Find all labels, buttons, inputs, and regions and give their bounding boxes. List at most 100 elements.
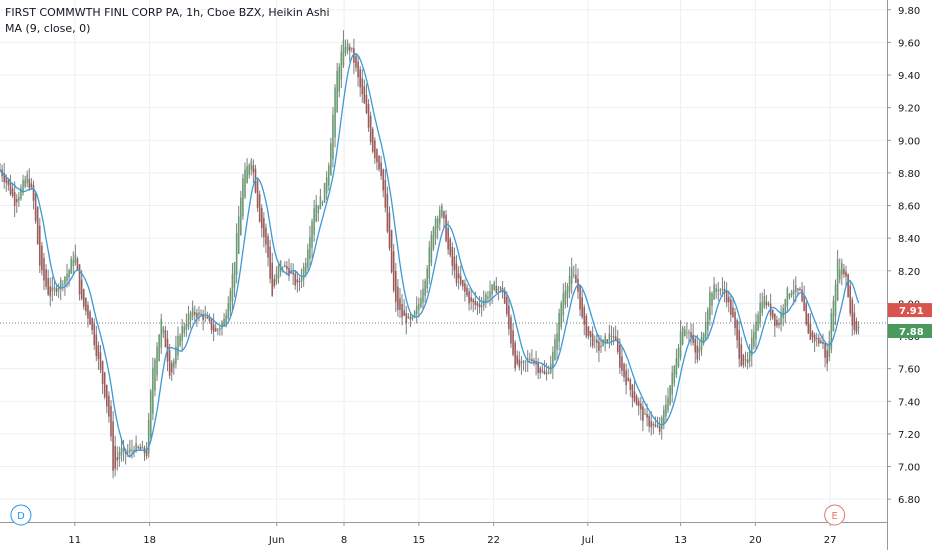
candle-body	[794, 284, 797, 292]
candle-body	[639, 403, 642, 410]
candle-body	[853, 312, 856, 331]
candle-body	[122, 447, 125, 452]
candle-body	[658, 426, 661, 432]
candle-body	[761, 301, 764, 313]
candle-body	[43, 258, 45, 281]
candle-body	[369, 115, 372, 143]
event-marker	[10, 504, 32, 526]
candle-body	[64, 277, 66, 285]
candle-body	[386, 193, 389, 232]
candle-body	[382, 169, 385, 191]
candle-body	[41, 245, 43, 271]
candle-body	[185, 323, 188, 330]
candle-body	[778, 322, 780, 326]
candle-body	[583, 307, 586, 325]
y-tick-label: 9.40	[898, 71, 920, 82]
candle-body	[415, 305, 418, 315]
candle-body	[847, 274, 849, 298]
candle-body	[696, 345, 699, 360]
candle-body	[87, 304, 89, 319]
candle-body	[85, 297, 87, 312]
y-tick-label: 9.20	[898, 104, 920, 115]
candle-body	[441, 205, 443, 217]
candle-body	[704, 321, 707, 339]
candle-body	[616, 338, 619, 352]
candle-body	[145, 450, 148, 457]
candle-body	[411, 315, 414, 319]
candle-body	[688, 331, 690, 333]
y-tick-label: 9.80	[898, 6, 920, 17]
candle-body	[294, 273, 297, 286]
candle-body	[336, 70, 338, 113]
candle-body	[713, 284, 715, 300]
candle-body	[392, 251, 395, 291]
candle-body	[3, 172, 5, 182]
candle-body	[237, 216, 240, 254]
candle-body	[70, 259, 72, 274]
candle-body	[568, 275, 571, 292]
candle-body	[208, 317, 211, 321]
candle-body	[164, 330, 167, 348]
candle-body	[424, 280, 426, 296]
candle-body	[112, 421, 114, 471]
candle-body	[214, 328, 217, 332]
candle-body	[813, 334, 816, 342]
candle-body	[198, 312, 200, 316]
candle-body	[277, 265, 280, 279]
y-tick-label: 9.60	[898, 38, 920, 49]
candle-body	[721, 288, 724, 290]
candle-body	[265, 227, 267, 245]
candle-body	[514, 342, 516, 369]
candle-body	[593, 339, 596, 341]
candle-body	[384, 179, 387, 208]
candle-body	[179, 335, 181, 346]
ma-indicator-label[interactable]: MA (9, close, 0)	[5, 22, 91, 35]
candle-body	[97, 345, 100, 360]
candle-body	[49, 286, 52, 297]
candle-body	[690, 332, 692, 338]
candle-body	[250, 160, 253, 170]
candle-body	[487, 296, 489, 299]
candle-body	[363, 86, 366, 104]
candle-body	[436, 218, 439, 229]
candle-body	[342, 40, 345, 66]
candle-body	[763, 295, 766, 308]
candle-body	[315, 204, 318, 222]
candle-body	[443, 211, 445, 219]
candle-body	[248, 164, 250, 175]
candle-body	[648, 415, 650, 427]
candle-body	[518, 359, 521, 368]
candle-body	[323, 183, 326, 203]
candle-body	[654, 424, 657, 427]
candle-body	[332, 115, 334, 160]
candle-body	[13, 192, 16, 206]
candle-body	[34, 193, 37, 222]
candle-body	[600, 346, 602, 348]
candle-body	[438, 210, 441, 224]
candle-body	[510, 317, 512, 344]
candle-body	[677, 348, 680, 367]
candle-body	[461, 279, 464, 287]
candle-body	[679, 331, 682, 358]
candle-body	[564, 290, 567, 305]
candle-body	[59, 280, 62, 290]
candle-body	[464, 283, 466, 292]
candle-body	[80, 279, 83, 299]
candle-body	[612, 336, 615, 338]
candle-body	[357, 61, 359, 78]
candle-body	[216, 329, 219, 331]
candle-body	[849, 285, 852, 314]
candle-body	[346, 43, 349, 51]
candle-body	[418, 303, 420, 310]
candle-body	[82, 289, 85, 307]
candle-body	[177, 335, 179, 356]
candle-body	[170, 362, 173, 373]
candle-body	[28, 178, 31, 189]
candle-body	[755, 321, 757, 340]
candle-body	[782, 308, 784, 319]
candle-body	[173, 360, 175, 368]
candle-body	[68, 270, 70, 278]
candle-body	[470, 297, 472, 302]
